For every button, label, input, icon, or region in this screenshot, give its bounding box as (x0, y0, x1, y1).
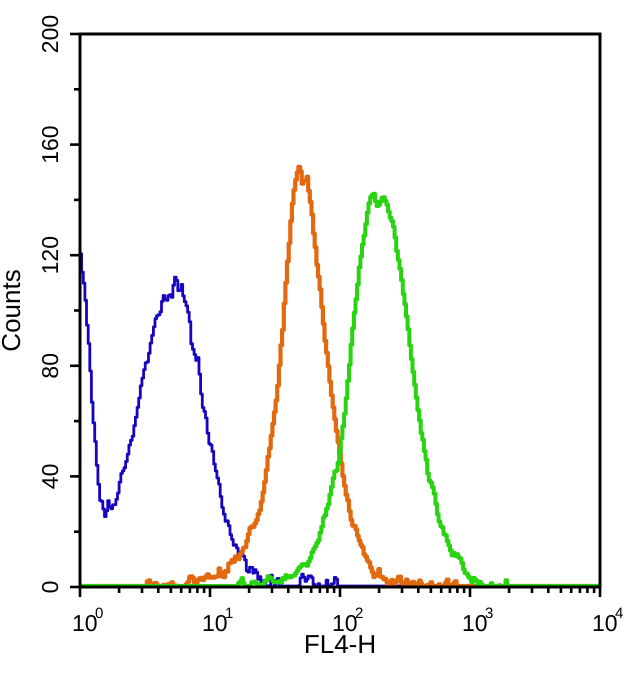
svg-text:1: 1 (225, 605, 233, 622)
svg-text:Counts: Counts (0, 269, 26, 351)
svg-text:3: 3 (485, 605, 493, 622)
svg-text:160: 160 (37, 125, 63, 163)
svg-text:0: 0 (37, 581, 63, 594)
svg-text:10: 10 (202, 610, 228, 636)
svg-text:80: 80 (37, 353, 63, 379)
svg-text:4: 4 (615, 605, 623, 622)
svg-text:200: 200 (37, 15, 63, 53)
svg-text:120: 120 (37, 236, 63, 274)
svg-text:10: 10 (462, 610, 488, 636)
svg-text:0: 0 (95, 605, 103, 622)
svg-text:FL4-H: FL4-H (304, 629, 376, 659)
svg-text:10: 10 (72, 610, 98, 636)
svg-text:10: 10 (592, 610, 618, 636)
svg-text:40: 40 (37, 464, 63, 490)
svg-text:2: 2 (355, 605, 363, 622)
